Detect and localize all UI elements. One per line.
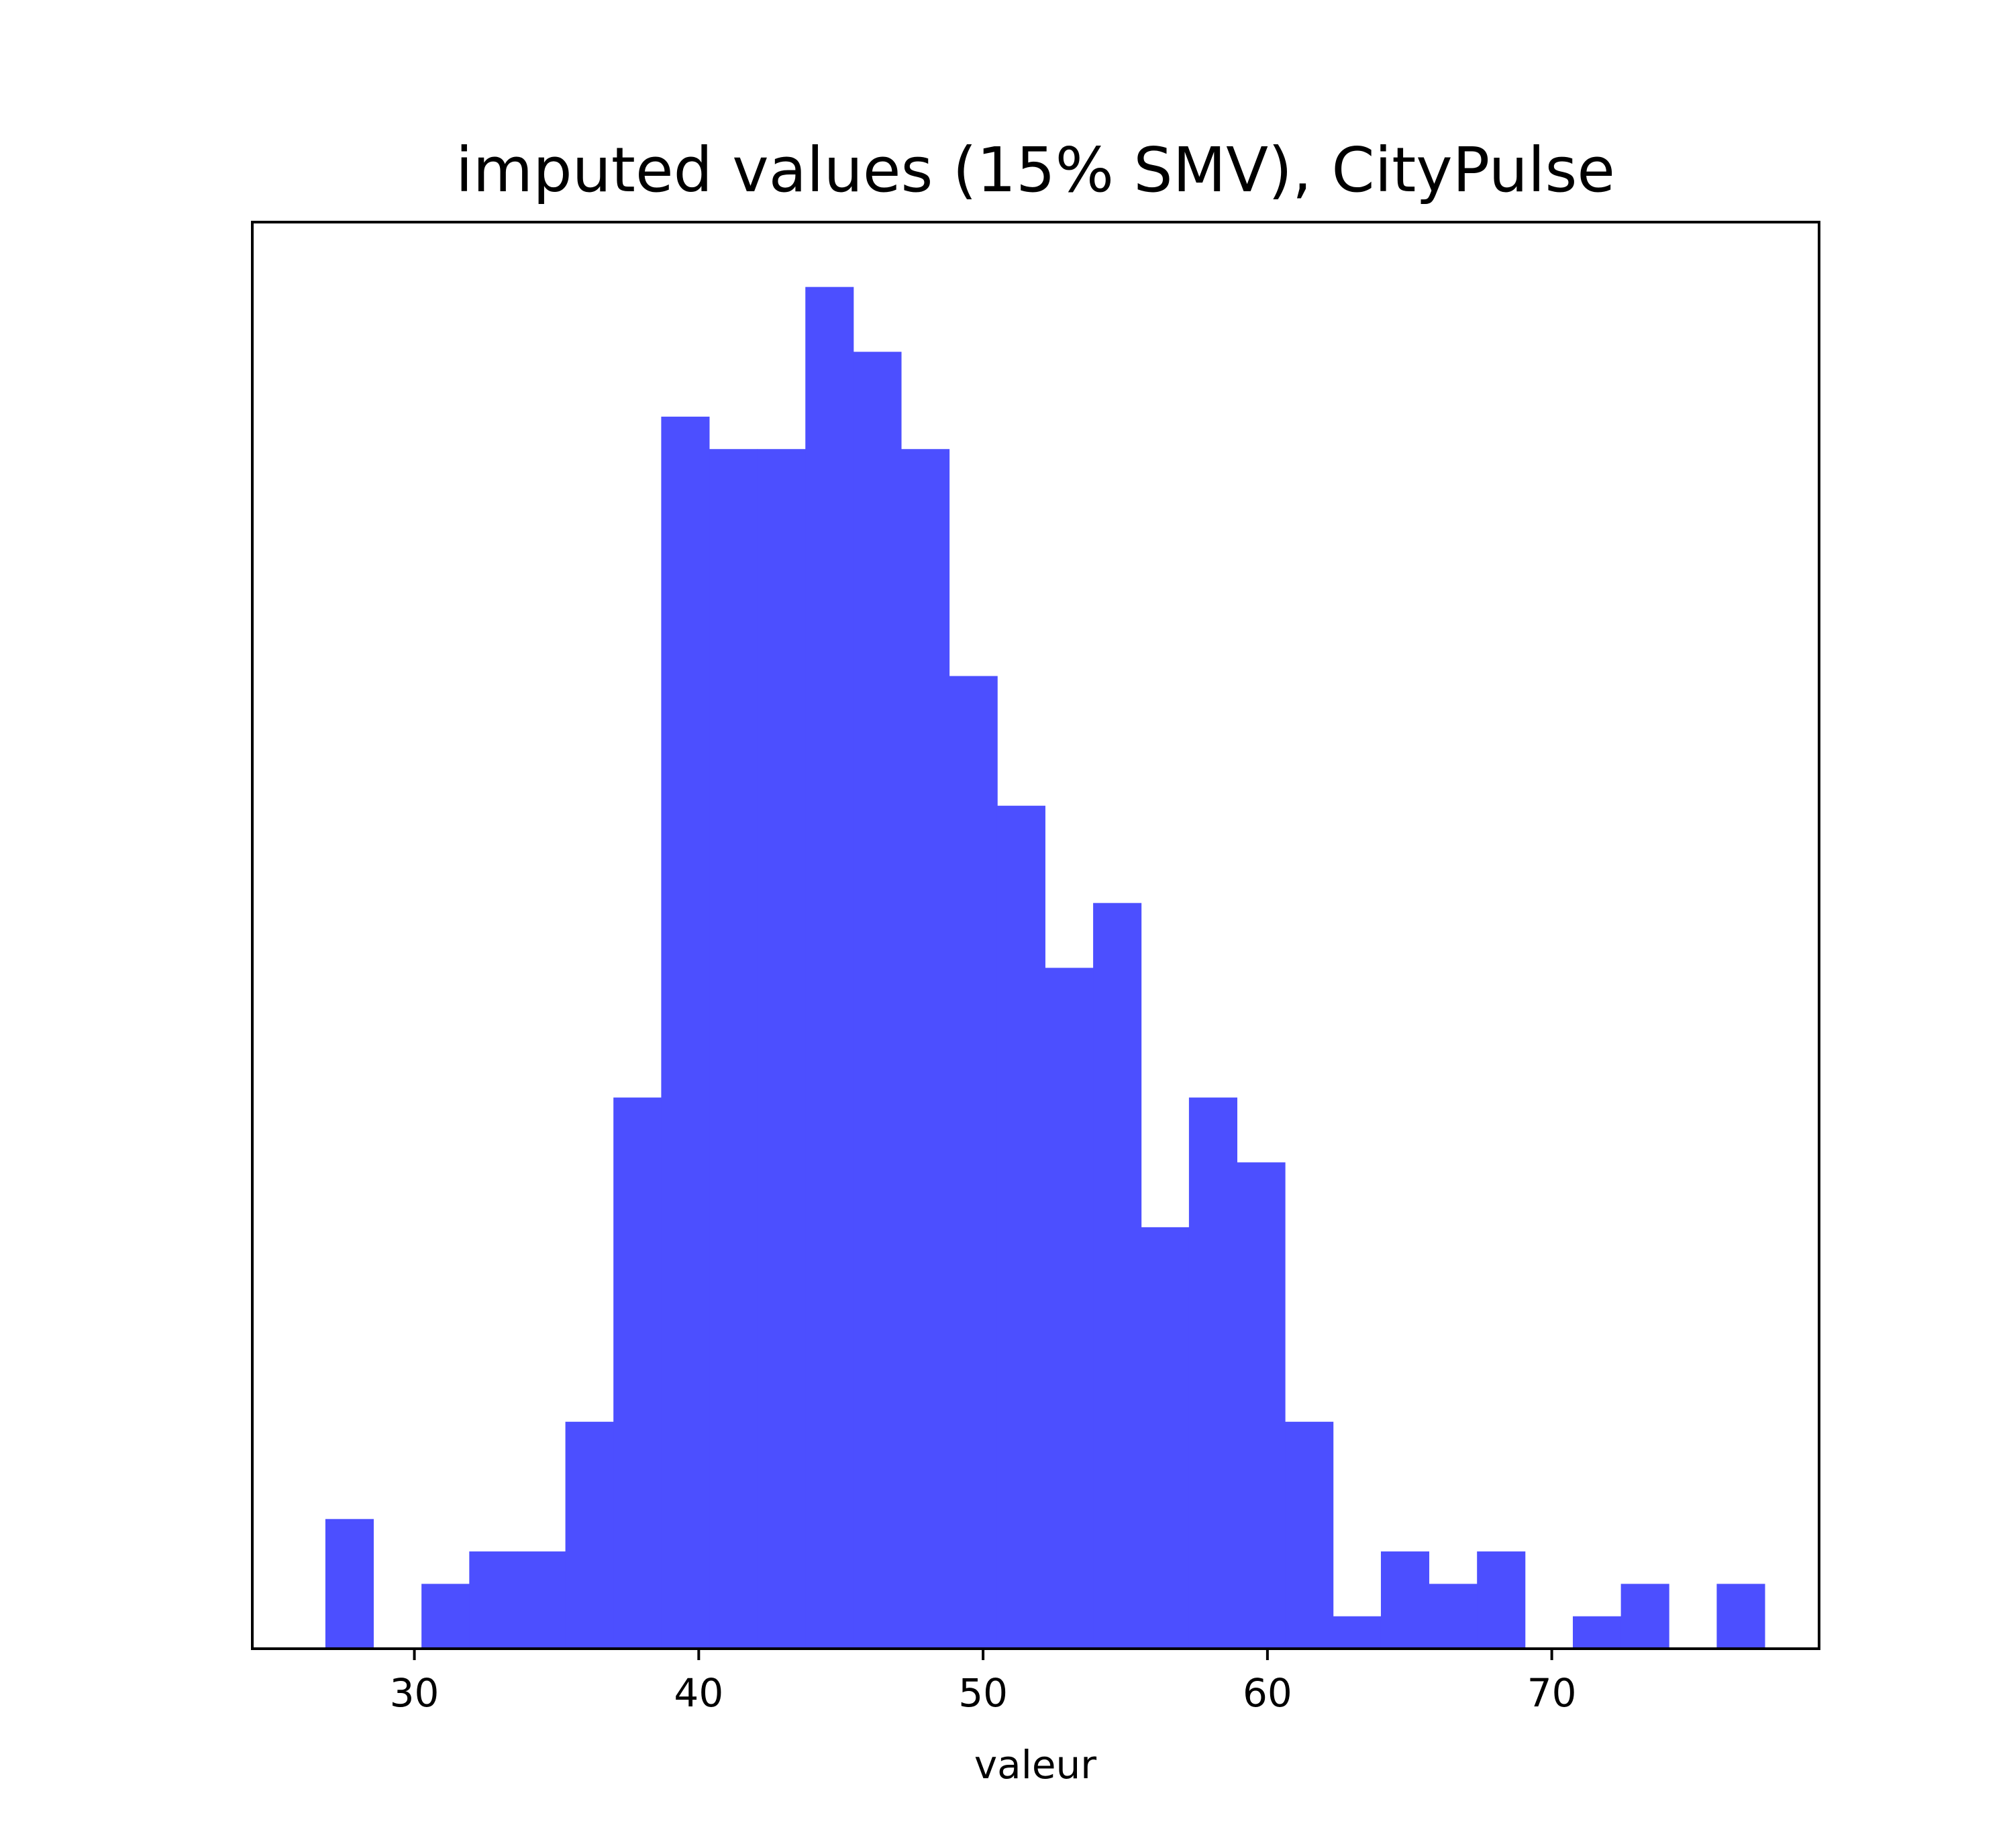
histogram-bar-18: [1188, 1097, 1237, 1649]
histogram-bar-6: [613, 1097, 662, 1649]
histogram-bar-29: [1716, 1584, 1765, 1649]
histogram-bar-11: [853, 352, 902, 1649]
histogram-bar-0: [325, 1519, 374, 1649]
histogram-bar-19: [1237, 1162, 1286, 1649]
histogram-bar-14: [996, 805, 1045, 1649]
histogram-bar-2: [421, 1584, 470, 1649]
x-tick-label-70: 70: [1527, 1670, 1577, 1716]
histogram-bar-9: [757, 449, 806, 1649]
histogram-bar-5: [565, 1421, 614, 1649]
plot-frame: [251, 221, 1820, 1650]
histogram-bar-17: [1141, 1227, 1190, 1649]
x-tick-label-30: 30: [390, 1670, 440, 1716]
histogram-bar-4: [517, 1551, 566, 1649]
histogram-bar-16: [1093, 903, 1142, 1649]
histogram-bar-13: [949, 676, 998, 1649]
x-axis-label: valeur: [974, 1742, 1096, 1788]
histogram-bar-23: [1429, 1584, 1478, 1649]
histogram-bar-10: [805, 287, 854, 1649]
histogram-bar-20: [1285, 1421, 1334, 1649]
histogram-bar-7: [661, 416, 710, 1649]
x-tick-label-40: 40: [674, 1670, 723, 1716]
x-tick-label-50: 50: [958, 1670, 1008, 1716]
histogram-bar-24: [1477, 1551, 1526, 1649]
histogram-bar-12: [901, 449, 950, 1649]
histogram-bar-27: [1620, 1584, 1669, 1649]
histogram-bar-26: [1573, 1616, 1622, 1649]
chart-title: imputed values (15% SMV), CityPulse: [456, 134, 1615, 206]
histogram-bar-3: [469, 1551, 518, 1649]
x-tick-label-60: 60: [1243, 1670, 1292, 1716]
histogram-bar-15: [1045, 968, 1094, 1649]
histogram-bar-8: [709, 449, 758, 1649]
bars-layer: [325, 287, 1765, 1649]
histogram-bar-22: [1380, 1551, 1430, 1649]
x-ticks-layer: 30 40 50 60 70: [390, 1649, 1577, 1716]
histogram-bar-21: [1333, 1616, 1382, 1649]
